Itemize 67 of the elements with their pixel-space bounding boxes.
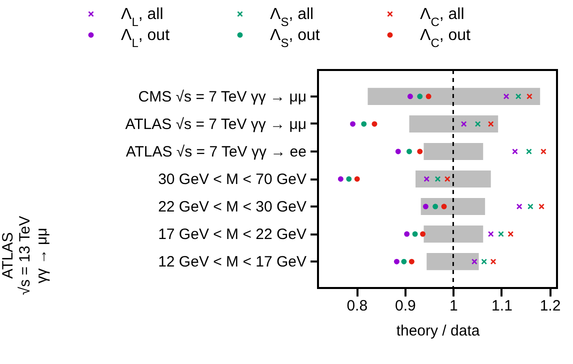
- bar: [424, 142, 484, 160]
- point: [422, 204, 428, 210]
- point: [472, 258, 478, 264]
- point: [338, 176, 344, 182]
- legend-label: Λ$_{S}$, out: [270, 27, 320, 50]
- point: [516, 204, 522, 210]
- point: [538, 204, 544, 210]
- bar: [420, 198, 486, 216]
- point: [432, 204, 438, 210]
- point: [435, 176, 440, 182]
- point: [490, 258, 496, 264]
- point: [401, 258, 407, 264]
- point: [395, 148, 401, 154]
- point: [372, 121, 378, 127]
- y-tick-label: ATLAS √s = 7 TeV γγ → ee: [126, 143, 306, 160]
- point: [408, 258, 414, 264]
- point: [350, 121, 356, 127]
- point: [426, 94, 432, 100]
- bar: [416, 170, 491, 188]
- bar: [368, 88, 540, 105]
- point: [417, 94, 423, 100]
- legend-label: Λ$_{L}$, out: [121, 27, 170, 50]
- point: [404, 231, 410, 237]
- bar: [424, 226, 484, 243]
- point: [461, 121, 467, 127]
- x-tick-label: 0.9: [394, 298, 416, 314]
- point: [516, 94, 522, 100]
- legend-label: Λ$_{L}$, all: [121, 6, 164, 29]
- x-tick-label: 1.2: [540, 298, 561, 314]
- y-tick-label: CMS √s = 7 TeV γγ → μμ: [138, 88, 306, 106]
- x-tick-label: 1.1: [492, 298, 512, 314]
- point: [354, 176, 360, 182]
- y-tick-label: 30 GeV < M < 70 GeV: [158, 171, 306, 188]
- point: [540, 148, 546, 154]
- group-label: ATLAS √s = 13 TeV γγ → μμ: [0, 214, 50, 298]
- point: [361, 121, 367, 127]
- point: [407, 94, 413, 100]
- point: [481, 258, 487, 264]
- point: [444, 176, 450, 182]
- x-axis-title: theory / data: [396, 322, 480, 340]
- point: [526, 94, 532, 100]
- point: [488, 231, 494, 237]
- legend-label: Λ$_{C}$, out: [420, 27, 472, 50]
- bar: [409, 115, 498, 132]
- point: [504, 94, 510, 100]
- point: [488, 121, 494, 127]
- bar: [426, 253, 479, 270]
- point: [528, 204, 534, 210]
- point: [475, 121, 481, 127]
- point: [394, 258, 400, 264]
- point: [346, 176, 352, 182]
- point: [412, 231, 418, 237]
- y-tick-label: 22 GeV < M < 30 GeV: [158, 198, 306, 216]
- y-tick-label: ATLAS √s = 7 TeV γγ → μμ: [125, 116, 306, 133]
- point: [417, 148, 423, 154]
- point: [406, 148, 412, 154]
- point: [424, 176, 430, 182]
- point: [498, 231, 504, 237]
- legend-label: Λ$_{S}$, all: [270, 6, 314, 29]
- legend-label: Λ$_{C}$, all: [420, 6, 464, 29]
- point: [508, 231, 514, 237]
- x-tick-label: 0.8: [346, 298, 368, 314]
- point: [441, 204, 447, 210]
- y-tick-label: 17 GeV < M < 22 GeV: [158, 226, 306, 244]
- point: [420, 231, 426, 237]
- y-tick-label: 12 GeV < M < 17 GeV: [158, 254, 306, 271]
- x-tick-label: 1: [450, 298, 458, 314]
